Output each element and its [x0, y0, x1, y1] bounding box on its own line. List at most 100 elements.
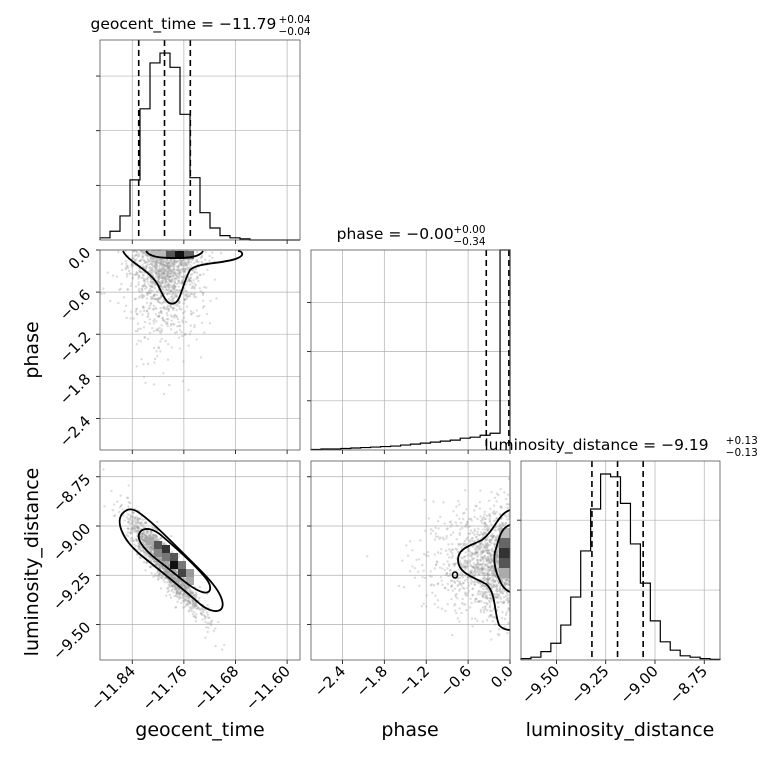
panel-phase-vs-luminosity_distance-sample: [478, 500, 482, 504]
title-phase-plus: +0.00: [453, 224, 485, 236]
panel-geocent_time-vs-phase-sample: [158, 270, 161, 273]
panel-geocent_time-vs-phase-sample: [170, 285, 173, 288]
panel-phase-vs-luminosity_distance-sample: [483, 550, 486, 553]
panel-phase-vs-luminosity_distance-contour-0: [457, 509, 510, 631]
xtick-label-luminosity_distance-1: −9.25: [567, 662, 612, 707]
panel-phase-vs-luminosity_distance-sample: [476, 555, 479, 558]
panel-geocent_time-vs-phase-sample: [125, 272, 129, 276]
panel-geocent_time-vs-phase-sample: [188, 263, 191, 266]
panel-geocent_time-vs-phase-sample: [197, 279, 200, 283]
panel-phase-vs-luminosity_distance-sample: [471, 625, 474, 628]
panel-phase-vs-luminosity_distance-sample: [450, 523, 454, 526]
panel-geocent_time-vs-luminosity_distance-sample: [146, 548, 150, 551]
panel-geocent_time-vs-phase-sample: [125, 275, 129, 278]
panel-geocent_time-vs-luminosity_distance-sample: [166, 571, 169, 575]
panel-phase-vs-luminosity_distance-sample: [476, 561, 479, 565]
panel-geocent_time-vs-luminosity_distance-sample: [162, 560, 166, 563]
panel-geocent_time-vs-phase-sample: [141, 296, 144, 300]
panel-geocent_time-vs-phase-sample: [135, 307, 139, 311]
panel-phase-vs-luminosity_distance-sample: [468, 561, 471, 565]
panel-phase-vs-luminosity_distance-sample: [434, 563, 438, 566]
panel-geocent_time-vs-luminosity_distance-sample: [146, 554, 150, 558]
panel-geocent_time-vs-phase-sample: [165, 270, 169, 273]
panel-phase-vs-luminosity_distance-sample: [480, 521, 484, 525]
panel-geocent_time-vs-phase-sample: [136, 329, 139, 333]
panel-phase-vs-luminosity_distance-sample: [471, 573, 474, 576]
panel-phase-vs-luminosity_distance-sample: [447, 563, 451, 566]
panel-geocent_time-vs-luminosity_distance-sample: [153, 560, 156, 563]
panel-geocent_time-vs-phase-sample: [160, 262, 163, 266]
panel-phase-vs-luminosity_distance-sample: [425, 594, 428, 597]
panel-phase-vs-luminosity_distance-sample: [465, 538, 468, 541]
panel-geocent_time-vs-luminosity_distance-sample: [158, 557, 161, 561]
panel-geocent_time-vs-luminosity_distance-sample: [157, 573, 160, 577]
panel-phase-vs-luminosity_distance-sample: [492, 541, 496, 545]
panel-geocent_time-vs-phase-sample: [148, 267, 151, 270]
panel-phase-vs-luminosity_distance-sample: [462, 581, 465, 585]
panel-phase-vs-luminosity_distance-sample: [473, 539, 477, 543]
panel-geocent_time-vs-phase-sample: [181, 311, 185, 315]
panel-phase-vs-luminosity_distance-sample: [497, 628, 501, 631]
ytick-label-luminosity_distance-3: −8.75: [49, 470, 94, 515]
panel-geocent_time-vs-phase-sample: [154, 271, 158, 274]
panel-geocent_time-vs-phase-sample: [193, 292, 196, 295]
panel-phase-vs-luminosity_distance-sample: [448, 574, 451, 578]
panel-geocent_time-vs-luminosity_distance-sample: [133, 527, 137, 531]
panel-phase-vs-luminosity_distance-sample: [473, 579, 477, 583]
panel-geocent_time-vs-phase-sample: [185, 293, 188, 296]
panel-geocent_time-vs-luminosity_distance-sample: [131, 528, 135, 531]
panel-geocent_time-vs-phase-sample: [187, 260, 191, 264]
panel-phase-vs-luminosity_distance-sample: [476, 554, 479, 557]
panel-phase-vs-luminosity_distance-sample: [493, 579, 497, 582]
panel-phase-vs-luminosity_distance-sample: [486, 548, 489, 552]
panel-geocent_time-vs-phase-sample: [173, 260, 177, 263]
panel-phase-vs-luminosity_distance-sample: [492, 572, 496, 576]
panel-phase-vs-luminosity_distance-sample: [497, 555, 500, 558]
panel-geocent_time-vs-phase-sample: [163, 266, 166, 270]
panel-geocent_time-vs-phase-sample: [205, 312, 209, 316]
panel-geocent_time-vs-phase-sample: [140, 295, 144, 299]
panel-geocent_time-vs-phase-sample: [172, 261, 176, 264]
panel-geocent_time-vs-luminosity_distance-sample: [144, 553, 148, 557]
panel-phase-vs-luminosity_distance-sample: [487, 552, 490, 555]
panel-phase-vs-luminosity_distance-sample: [453, 587, 457, 591]
panel-geocent_time-vs-phase-sample: [188, 266, 191, 269]
panel-geocent_time-vs-luminosity_distance-sample: [126, 527, 129, 530]
panel-geocent_time-vs-phase-sample: [173, 316, 176, 319]
panel-geocent_time-vs-phase-sample: [141, 250, 145, 253]
panel-geocent_time-vs-phase-sample: [123, 310, 126, 313]
panel-phase-vs-luminosity_distance-sample: [489, 557, 493, 560]
panel-geocent_time-vs-luminosity_distance-sample: [133, 519, 137, 522]
panel-geocent_time-vs-luminosity_distance-sample: [136, 526, 139, 529]
panel-phase-vs-luminosity_distance-sample: [470, 564, 473, 568]
panel-geocent_time-vs-luminosity_distance-sample: [187, 609, 191, 613]
panel-phase-vs-luminosity_distance-sample: [495, 492, 499, 495]
panel-geocent_time-vs-phase-sample: [201, 293, 205, 296]
panel-phase-vs-luminosity_distance-sample: [471, 587, 474, 591]
panel-geocent_time-vs-phase-sample: [153, 282, 156, 285]
panel-phase-vs-luminosity_distance-sample: [497, 548, 500, 552]
panel-geocent_time-vs-phase-sample: [124, 259, 128, 263]
panel-geocent_time-vs-luminosity_distance-sample: [169, 534, 173, 538]
panel-geocent_time-vs-luminosity_distance-sample: [145, 531, 148, 535]
panel-phase-vs-luminosity_distance-sample: [490, 554, 493, 557]
panel-geocent_time-vs-luminosity_distance-sample: [186, 584, 189, 588]
panel-geocent_time-vs-phase-sample: [146, 254, 150, 258]
panel-geocent_time-vs-luminosity_distance-sample: [141, 538, 145, 541]
panel-geocent_time-vs-phase-sample: [137, 327, 140, 331]
panel-geocent_time-vs-phase-sample: [167, 297, 171, 301]
panel-phase-vs-luminosity_distance-sample: [494, 535, 498, 538]
panel-geocent_time-vs-luminosity_distance-sample: [161, 567, 165, 570]
panel-phase-vs-luminosity_distance-sample: [491, 569, 495, 573]
panel-geocent_time-vs-luminosity_distance-sample: [181, 606, 185, 609]
panel-geocent_time-vs-luminosity_distance-sample: [183, 584, 186, 587]
panel-geocent_time-vs-phase-sample: [158, 275, 162, 278]
panel-geocent_time-vs-phase-sample: [161, 279, 165, 283]
panel-geocent_time-vs-phase-sample: [166, 261, 169, 265]
panel-geocent_time-vs-phase-sample: [160, 302, 163, 305]
panel-geocent_time-vs-phase-sample: [151, 296, 154, 300]
panel-phase-vs-luminosity_distance-sample: [495, 554, 498, 558]
panel-phase-vs-luminosity_distance-sample: [482, 587, 485, 591]
panel-geocent_time-vs-phase-sample: [102, 287, 105, 290]
panel-geocent_time-vs-luminosity_distance-sample: [164, 561, 168, 564]
